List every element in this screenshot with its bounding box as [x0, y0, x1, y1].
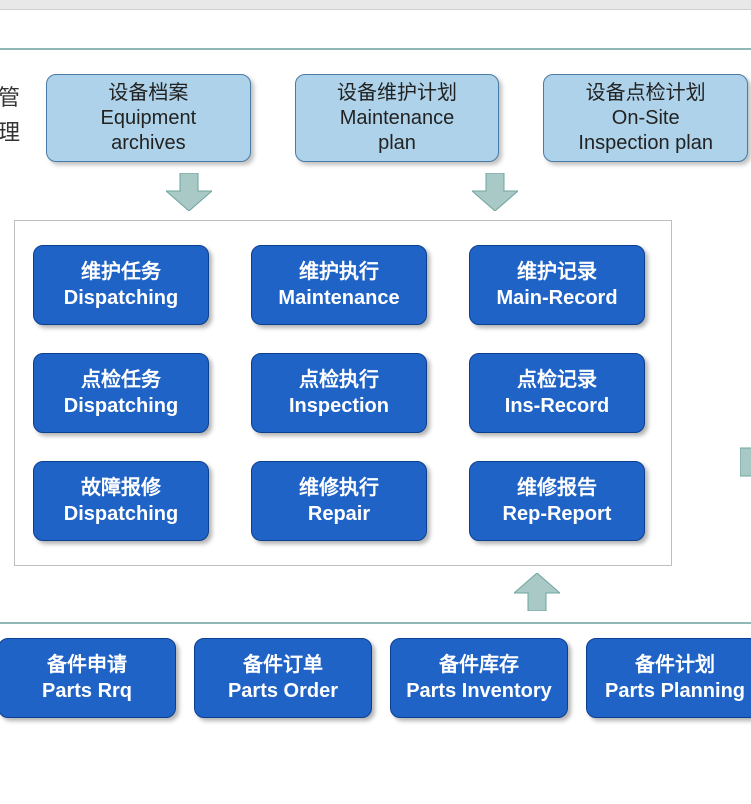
label-cn: 备件订单: [243, 652, 323, 678]
label-en1: Equipment: [101, 106, 197, 131]
label-cn: 备件申请: [47, 652, 127, 678]
label-cn: 备件计划: [635, 652, 715, 678]
label-en: Parts Rrq: [42, 678, 132, 704]
label-cn: 设备点检计划: [586, 81, 706, 106]
box-repair-dispatch: 故障报修 Dispatching: [33, 461, 209, 541]
arrow-right-holder: [740, 430, 751, 494]
box-inspection-plan: 设备点检计划 On-Site Inspection plan: [543, 74, 748, 162]
arrow-down-icon: [166, 173, 212, 211]
label-en: Main-Record: [496, 285, 617, 311]
box-maintenance-plan: 设备维护计划 Maintenance plan: [295, 74, 500, 162]
box-insp-exec: 点检执行 Inspection: [251, 353, 427, 433]
process-grid-frame: 维护任务 Dispatching 维护执行 Maintenance 维护记录 M…: [14, 220, 672, 566]
box-parts-request: 备件申请 Parts Rrq: [0, 638, 176, 718]
label-cn: 点检记录: [517, 367, 597, 393]
label-en1: Maintenance: [340, 106, 455, 131]
box-insp-dispatch: 点检任务 Dispatching: [33, 353, 209, 433]
arrows-down-row: [6, 170, 748, 214]
label-cn: 设备维护计划: [337, 81, 457, 106]
label-en: Maintenance: [278, 285, 399, 311]
left-label-text: 管理: [0, 85, 20, 145]
label-en: Dispatching: [64, 285, 178, 311]
label-cn: 维护执行: [299, 259, 379, 285]
label-en: Dispatching: [64, 393, 178, 419]
label-cn: 点检执行: [299, 367, 379, 393]
label-en: Repair: [308, 501, 370, 527]
label-en2: Inspection plan: [578, 131, 713, 156]
label-en: Rep-Report: [503, 501, 612, 527]
label-en: Parts Inventory: [406, 678, 552, 704]
arrow-right-icon: [740, 430, 751, 494]
label-cn: 点检任务: [81, 367, 161, 393]
top-bar: [0, 0, 751, 10]
label-en1: On-Site: [612, 106, 680, 131]
label-en: Ins-Record: [505, 393, 609, 419]
box-parts-inventory: 备件库存 Parts Inventory: [390, 638, 568, 718]
box-maint-exec: 维护执行 Maintenance: [251, 245, 427, 325]
label-en2: plan: [378, 131, 416, 156]
top-plan-row: 设备档案 Equipment archives 设备维护计划 Maintenan…: [6, 74, 748, 162]
label-en: Parts Order: [228, 678, 338, 704]
parts-row: 备件申请 Parts Rrq 备件订单 Parts Order 备件库存 Par…: [0, 638, 751, 718]
label-en2: archives: [111, 131, 185, 156]
box-maint-dispatch: 维护任务 Dispatching: [33, 245, 209, 325]
label-en: Dispatching: [64, 501, 178, 527]
label-cn: 故障报修: [81, 475, 161, 501]
arrow-up-icon: [514, 573, 560, 611]
label-cn: 维护任务: [81, 259, 161, 285]
box-repair-exec: 维修执行 Repair: [251, 461, 427, 541]
box-insp-record: 点检记录 Ins-Record: [469, 353, 645, 433]
diagram-content: 管理 设备档案 Equipment archives 设备维护计划 Mainte…: [0, 48, 751, 718]
label-cn: 设备档案: [108, 81, 188, 106]
left-section-label: 管理: [0, 80, 20, 150]
outer-frame: 管理 设备档案 Equipment archives 设备维护计划 Mainte…: [0, 48, 751, 624]
label-en: Parts Planning: [605, 678, 745, 704]
label-cn: 维护记录: [517, 259, 597, 285]
arrow-down-icon: [472, 173, 518, 211]
grid-row-maintenance: 维护任务 Dispatching 维护执行 Maintenance 维护记录 M…: [33, 245, 653, 325]
label-cn: 备件库存: [439, 652, 519, 678]
box-parts-planning: 备件计划 Parts Planning: [586, 638, 751, 718]
label-cn: 维修执行: [299, 475, 379, 501]
grid-row-repair: 故障报修 Dispatching 维修执行 Repair 维修报告 Rep-Re…: [33, 461, 653, 541]
label-en: Inspection: [289, 393, 389, 419]
grid-row-inspection: 点检任务 Dispatching 点检执行 Inspection 点检记录 In…: [33, 353, 653, 433]
box-equipment-archives: 设备档案 Equipment archives: [46, 74, 251, 162]
arrow-up-row: [326, 570, 748, 614]
box-parts-order: 备件订单 Parts Order: [194, 638, 372, 718]
box-maint-record: 维护记录 Main-Record: [469, 245, 645, 325]
label-cn: 维修报告: [517, 475, 597, 501]
box-repair-report: 维修报告 Rep-Report: [469, 461, 645, 541]
